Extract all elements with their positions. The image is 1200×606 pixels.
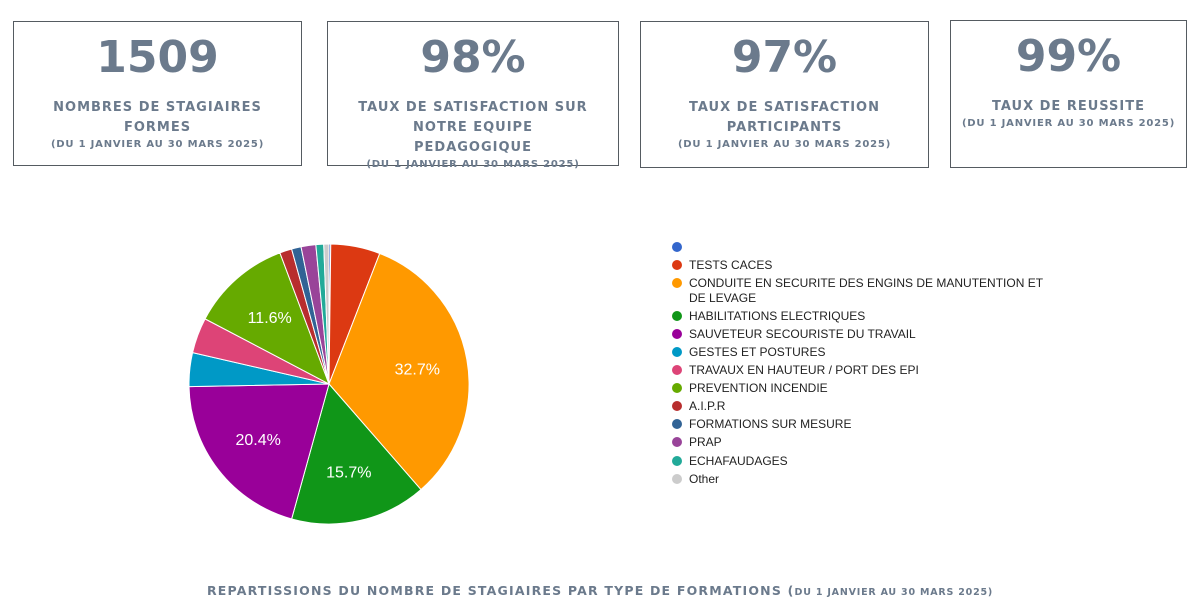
pie-slice (328, 252, 470, 491)
legend-item: Other (672, 472, 1052, 487)
kpi-card-satisfaction-equipe: 98% TAUX DE SATISFACTION SUR NOTRE EQUIP… (327, 21, 619, 170)
kpi-value: 97% (731, 32, 838, 83)
chart-caption: REPARTISSIONS DU NOMBRE DE STAGIAIRES PA… (0, 580, 1200, 599)
legend-label: CONDUITE EN SECURITE DES ENGINS DE MANUT… (689, 276, 1043, 305)
kpi-label: TAUX DE SATISFACTION SUR NOTRE EQUIPE PE… (358, 100, 588, 155)
kpi-value: 98% (420, 32, 526, 83)
legend-swatch (672, 260, 682, 271)
legend-item: ECHAFAUDAGES (672, 454, 1052, 469)
pie-slice (291, 382, 422, 525)
legend-swatch (672, 242, 682, 252)
pie-slice (188, 383, 330, 520)
legend-swatch (672, 328, 682, 339)
legend-item: TESTS CACES (672, 258, 1052, 273)
legend-swatch (672, 455, 682, 466)
legend-item: TRAVAUX EN HAUTEUR / PORT DES EPI (672, 363, 1052, 378)
legend-swatch (672, 473, 682, 484)
kpi-card-reussite: 99% TAUX DE REUSSITE (DU 1 JANVIER AU 30… (950, 20, 1187, 168)
legend-label: PREVENTION INCENDIE (689, 381, 828, 396)
legend-swatch (672, 278, 682, 289)
legend-item: FORMATIONS SUR MESURE (672, 417, 1052, 432)
kpi-card-stagiaires: 1509 NOMBRES DE STAGIAIRES FORMES (DU 1 … (13, 21, 302, 166)
kpi-label: NOMBRES DE STAGIAIRES FORMES (53, 100, 262, 135)
legend-swatch (672, 346, 682, 357)
legend-swatch (672, 401, 682, 412)
kpi-value: 1509 (96, 32, 219, 83)
kpi-label: TAUX DE REUSSITE (992, 99, 1145, 114)
pie-data-label: 20.4% (236, 432, 281, 449)
legend-label: TRAVAUX EN HAUTEUR / PORT DES EPI (689, 363, 919, 378)
kpi-period: (DU 1 JANVIER AU 30 MARS 2025) (677, 139, 892, 150)
legend-label: A.I.P.R (689, 399, 726, 414)
legend-label: Other (689, 471, 720, 486)
pie-data-label: 11.6% (248, 310, 292, 327)
pie-data-label: 15.7% (326, 464, 371, 481)
legend-label: SAUVETEUR SECOURISTE DU TRAVAIL (689, 326, 916, 341)
legend-item: HABILITATIONS ELECTRIQUES (672, 309, 1052, 324)
kpi-period: (DU 1 JANVIER AU 30 MARS 2025) (961, 118, 1176, 129)
kpi-label: TAUX DE SATISFACTION PARTICIPANTS (689, 100, 880, 135)
legend-label: GESTES ET POSTURES (689, 344, 826, 359)
legend-item: A.I.P.R (672, 399, 1052, 414)
pie-data-label: 32.7% (395, 362, 440, 379)
legend-item: PRAP (672, 435, 1052, 450)
pie-slice (204, 252, 330, 386)
legend-item: GESTES ET POSTURES (672, 345, 1052, 360)
legend-swatch (672, 383, 682, 394)
legend-swatch (672, 365, 682, 376)
caption-main-text: REPARTISSIONS DU NOMBRE DE STAGIAIRES PA… (206, 583, 795, 598)
legend-swatch (672, 310, 682, 321)
legend-label: ECHAFAUDAGES (689, 453, 788, 468)
legend-item: SAUVETEUR SECOURISTE DU TRAVAIL (672, 327, 1052, 342)
legend-item (672, 240, 1052, 255)
kpi-card-satisfaction-participants: 97% TAUX DE SATISFACTION PARTICIPANTS (D… (640, 21, 929, 168)
caption-period-text: DU 1 JANVIER AU 30 MARS 2025) (794, 587, 994, 598)
chart-legend: TESTS CACES CONDUITE EN SECURITE DES ENGI… (672, 240, 1052, 490)
legend-item: CONDUITE EN SECURITE DES ENGINS DE MANUT… (672, 276, 1052, 305)
legend-item: PREVENTION INCENDIE (672, 381, 1052, 396)
kpi-period: (DU 1 JANVIER AU 30 MARS 2025) (366, 159, 580, 170)
pie-slice (323, 243, 330, 385)
legend-label: PRAP (689, 435, 722, 450)
kpi-value: 99% (1015, 31, 1122, 82)
legend-label: TESTS CACES (689, 258, 773, 273)
legend-label: HABILITATIONS ELECTRIQUES (689, 308, 866, 323)
legend-swatch (672, 437, 682, 448)
legend-swatch (672, 419, 682, 430)
kpi-period: (DU 1 JANVIER AU 30 MARS 2025) (50, 139, 265, 150)
legend-label: FORMATIONS SUR MESURE (689, 417, 852, 432)
